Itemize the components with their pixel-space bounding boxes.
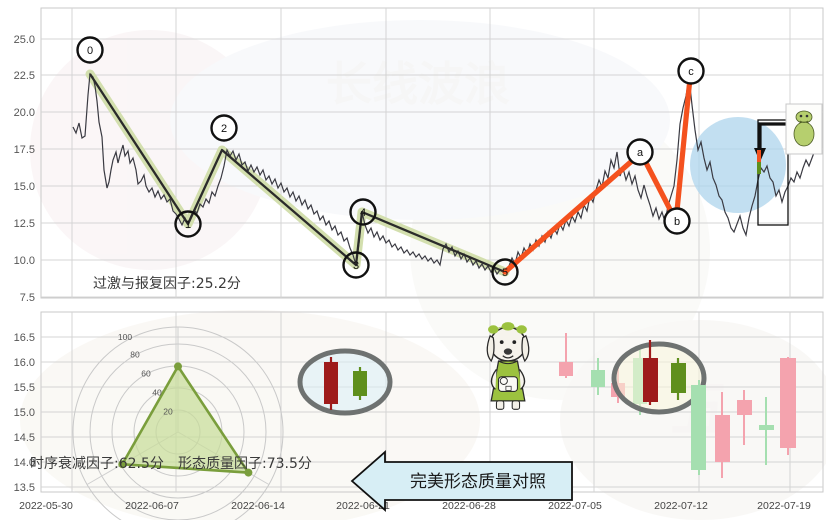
y-tick-label: 14.5: [14, 432, 35, 444]
wave-marker-label: a: [637, 147, 644, 159]
radar-tick-label: 100: [118, 332, 132, 342]
wave-marker-5[interactable]: 5: [491, 258, 519, 286]
wave-marker-label: 0: [87, 45, 93, 57]
wave-point-markers: 0 1 2 3 4 5 a: [76, 36, 705, 286]
wave-marker-label: b: [674, 216, 680, 228]
x-tick-label: 2022-06-14: [231, 500, 285, 512]
y-tick-label: 15.5: [14, 382, 35, 394]
y-tick-label: 10.0: [14, 255, 35, 267]
wave-marker-a[interactable]: a: [626, 138, 654, 166]
wave-marker-3[interactable]: 3: [342, 251, 370, 279]
watermark-text: 长线波浪: [326, 57, 510, 111]
y-tick-label: 16.0: [14, 357, 35, 369]
wave-marker-0[interactable]: 0: [76, 36, 104, 64]
y-tick-label: 15.0: [14, 407, 35, 419]
candle-down: [691, 380, 706, 475]
wave-marker-label: 5: [502, 267, 508, 279]
x-tick-label: 2022-06-28: [442, 500, 496, 512]
candle-up: [715, 392, 730, 478]
candle-down: [591, 358, 605, 395]
x-axis-labels: 2022-05-30 2022-06-07 2022-06-14 2022-06…: [19, 500, 811, 512]
x-tick-label: 2022-07-19: [757, 500, 811, 512]
y-tick-label: 22.5: [14, 70, 35, 82]
wave-marker-label: 3: [353, 260, 359, 272]
x-tick-label: 2022-05-30: [19, 500, 73, 512]
radar-tick-label: 20: [163, 407, 173, 417]
pointer-marker-down: [757, 162, 761, 174]
wave-marker-label: 4: [360, 207, 366, 219]
x-tick-label: 2022-07-12: [654, 500, 708, 512]
candlestick-series: [559, 333, 796, 478]
wave-marker-label: c: [688, 66, 694, 78]
dog-mascot: [486, 322, 530, 410]
pattern-highlight-ellipse: [611, 341, 707, 415]
wave-marker-2[interactable]: 2: [210, 114, 238, 142]
y-tick-label: 20.0: [14, 107, 35, 119]
wave-marker-label: 1: [185, 219, 191, 231]
lower-factor-label-2: 形态质量因子:73.5分: [178, 456, 312, 472]
candle-pattern-down: [671, 358, 686, 400]
lower-factor-label-1: 时序衰减因子:62.5分: [30, 455, 164, 472]
sticker-figure-icon: [793, 110, 815, 147]
pattern-highlight-ellipse: [297, 348, 393, 416]
radar-tick-label: 60: [141, 369, 151, 379]
candle-pattern-up: [324, 357, 338, 410]
wave-marker-label: 2: [221, 123, 227, 135]
candle-down: [759, 397, 774, 465]
x-tick-label: 2022-06-07: [125, 500, 179, 512]
lower-y-axis-labels: 16.5 16.0 15.5 15.0 14.5 14.0 13.5: [14, 332, 35, 494]
radar-point: [174, 362, 182, 371]
y-tick-label: 14.0: [14, 457, 35, 469]
chart-sticker: [785, 103, 823, 155]
upper-factor-label: 过激与报复因子:25.2分: [93, 275, 241, 292]
candle-pattern-up: [643, 340, 658, 405]
candle-pattern-down: [353, 367, 367, 400]
candle-up: [559, 333, 573, 378]
wave-marker-4[interactable]: 4: [349, 198, 377, 226]
correction-wave-line: [502, 75, 693, 275]
radar-tick-label: 40: [152, 388, 162, 398]
radar-tick-label: 80: [130, 350, 140, 360]
wave-marker-c[interactable]: c: [677, 57, 705, 85]
impulse-wave-line: [89, 73, 506, 274]
candle-up: [737, 390, 752, 445]
comparison-banner[interactable]: 完美形态质量对照: [350, 450, 573, 512]
wave-marker-1[interactable]: 1: [174, 210, 202, 238]
y-tick-label: 7.5: [20, 292, 35, 304]
radar-point: [244, 468, 253, 477]
y-tick-label: 15.0: [14, 181, 35, 193]
highlight-circle: [690, 117, 786, 213]
pattern-candle-group-left: [297, 348, 393, 416]
candle-up: [780, 357, 796, 455]
pointer-marker-up: [757, 150, 761, 162]
wave-marker-b[interactable]: b: [663, 207, 691, 235]
radar-point: [118, 460, 127, 469]
y-tick-label: 17.5: [14, 144, 35, 156]
radar-polygon: [120, 363, 251, 475]
x-tick-label: 2022-07-05: [548, 500, 602, 512]
y-tick-label: 12.5: [14, 218, 35, 230]
upper-y-axis-labels: 25.0 22.5 20.0 17.5 15.0 12.5 10.0 7.5: [14, 34, 35, 304]
y-tick-label: 25.0: [14, 34, 35, 46]
y-tick-label: 16.5: [14, 332, 35, 344]
comparison-banner-label: 完美形态质量对照: [410, 472, 546, 492]
radar-chart: 20 40 60 80 100: [72, 326, 284, 520]
y-tick-label: 13.5: [14, 482, 35, 494]
